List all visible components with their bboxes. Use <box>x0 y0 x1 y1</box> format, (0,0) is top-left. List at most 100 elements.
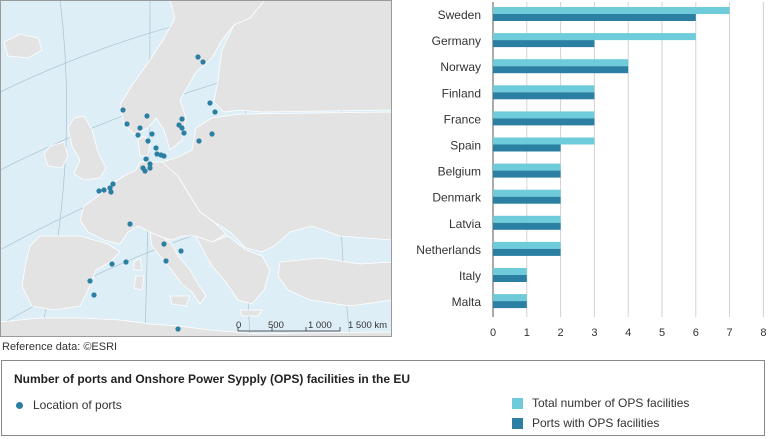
legend-location-label: Location of ports <box>33 398 122 412</box>
port-dot-36 <box>109 261 115 267</box>
port-dot-6 <box>137 125 143 131</box>
chart-grid <box>492 2 764 317</box>
x-tick-7: 7 <box>727 327 733 339</box>
port-dot-4 <box>124 121 130 127</box>
chart-bars <box>493 7 730 309</box>
bar-ports-7 <box>493 196 561 204</box>
bar-total-8 <box>493 215 561 223</box>
bar-ports-8 <box>493 222 561 230</box>
chart-svg: Sweden Germany Norway Finland France Spain Bel… <box>416 2 767 339</box>
x-tick-3: 3 <box>591 327 597 339</box>
x-tick-2: 2 <box>558 327 564 339</box>
map-frame <box>0 0 392 337</box>
port-dot-38 <box>91 292 97 298</box>
x-tick-5: 5 <box>659 327 665 339</box>
port-dot-32 <box>161 241 167 247</box>
scale-bar: 0 500 1 000 1 500 km <box>236 320 387 332</box>
legend-box: Number of ports and Onshore Power Sypply… <box>1 360 765 436</box>
legend-ports: Ports with OPS facilities <box>512 416 659 430</box>
port-dot-icon <box>16 401 23 409</box>
legend-ports-label: Ports with OPS facilities <box>532 416 660 430</box>
port-dot-39 <box>175 326 181 332</box>
bar-ports-2 <box>493 66 629 74</box>
port-dot-20 <box>161 153 167 159</box>
scale-tick-500: 500 <box>268 320 284 331</box>
port-dot-16 <box>145 138 151 144</box>
category-label-4: France <box>444 112 482 126</box>
category-label-3: Finland <box>442 86 481 100</box>
port-dot-22 <box>147 161 153 167</box>
x-tick-1: 1 <box>524 327 530 339</box>
bar-ports-3 <box>493 92 595 100</box>
x-tick-8: 8 <box>760 327 766 339</box>
bar-total-10 <box>493 268 527 275</box>
bar-total-11 <box>493 294 527 302</box>
category-label-8: Latvia <box>449 217 481 231</box>
scale-tick-1500: 1 500 km <box>348 320 387 331</box>
bar-ports-4 <box>493 118 595 126</box>
category-labels: Sweden Germany Norway Finland France Spain Bel… <box>416 8 482 309</box>
port-dot-3 <box>120 107 126 113</box>
legend-total: Total number of OPS facilities <box>512 396 689 410</box>
category-label-11: Malta <box>452 295 482 309</box>
category-label-5: Spain <box>450 139 481 153</box>
bar-total-9 <box>493 241 561 249</box>
port-dot-9 <box>179 116 185 122</box>
x-tick-6: 6 <box>693 327 699 339</box>
map-svg: 0 500 1 000 1 500 km <box>0 0 393 338</box>
port-dot-0 <box>195 54 201 60</box>
port-dot-1 <box>200 59 206 65</box>
scale-tick-1000: 1 000 <box>308 320 332 331</box>
bar-ports-5 <box>493 144 561 152</box>
port-dot-26 <box>110 181 116 187</box>
port-dot-25 <box>142 168 148 174</box>
port-dot-27 <box>107 185 113 191</box>
land <box>0 0 393 338</box>
europe-map: 0 500 1 000 1 500 km <box>0 0 393 338</box>
port-dot-30 <box>108 189 114 195</box>
port-dot-12 <box>179 125 185 131</box>
bar-total-1 <box>493 33 696 41</box>
bar-ports-6 <box>493 170 561 178</box>
port-dot-35 <box>123 259 129 265</box>
category-label-6: Belgium <box>438 165 481 179</box>
x-tick-4: 4 <box>625 327 631 339</box>
category-label-7: Denmark <box>432 191 482 205</box>
bar-ports-10 <box>493 275 527 282</box>
category-label-1: Germany <box>432 34 481 48</box>
bar-ports-1 <box>493 40 595 48</box>
bar-total-5 <box>493 137 595 145</box>
scale-tick-0: 0 <box>236 320 241 331</box>
legend-location: Location of ports <box>16 398 122 412</box>
bar-total-0 <box>493 7 730 14</box>
bar-total-2 <box>493 59 629 67</box>
port-dot-24 <box>147 165 153 171</box>
port-dot-13 <box>212 109 218 115</box>
total-swatch-icon <box>512 397 523 409</box>
port-dot-8 <box>149 131 155 137</box>
category-label-0: Sweden <box>438 8 481 22</box>
port-dot-28 <box>101 187 107 193</box>
port-dot-21 <box>143 156 149 162</box>
category-label-9: Netherlands <box>416 243 481 257</box>
port-dot-14 <box>209 131 215 137</box>
port-dot-18 <box>154 151 160 157</box>
port-dot-17 <box>153 145 159 151</box>
port-dot-11 <box>181 130 187 136</box>
legend-total-label: Total number of OPS facilities <box>532 396 690 410</box>
bar-total-4 <box>493 111 595 119</box>
port-dots <box>87 54 218 332</box>
ports-swatch-icon <box>512 417 523 429</box>
bar-ports-0 <box>493 14 696 21</box>
port-dot-15 <box>196 138 202 144</box>
x-tick-labels: 0 1 2 3 4 5 6 7 8 <box>490 327 767 339</box>
port-dot-5 <box>144 113 150 119</box>
port-dot-31 <box>127 221 133 227</box>
x-tick-0: 0 <box>490 327 496 339</box>
bar-total-7 <box>493 189 561 197</box>
bar-total-3 <box>493 85 595 93</box>
port-dot-33 <box>178 248 184 254</box>
port-dot-37 <box>87 278 93 284</box>
legend-title: Number of ports and Onshore Power Sypply… <box>14 372 411 386</box>
port-dot-2 <box>207 100 213 106</box>
